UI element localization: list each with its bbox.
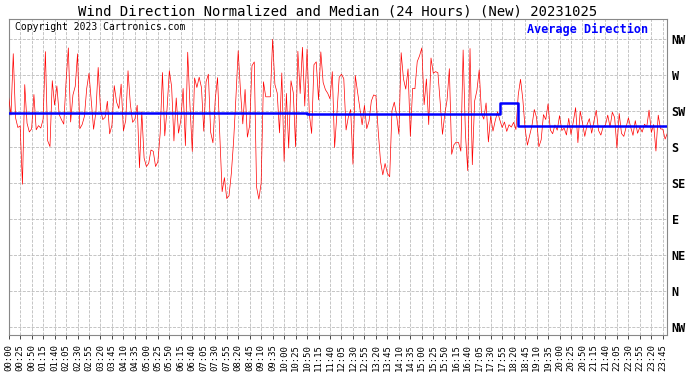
- Title: Wind Direction Normalized and Median (24 Hours) (New) 20231025: Wind Direction Normalized and Median (24…: [79, 4, 598, 18]
- Text: Average Direction: Average Direction: [526, 22, 648, 36]
- Text: Copyright 2023 Cartronics.com: Copyright 2023 Cartronics.com: [15, 22, 186, 33]
